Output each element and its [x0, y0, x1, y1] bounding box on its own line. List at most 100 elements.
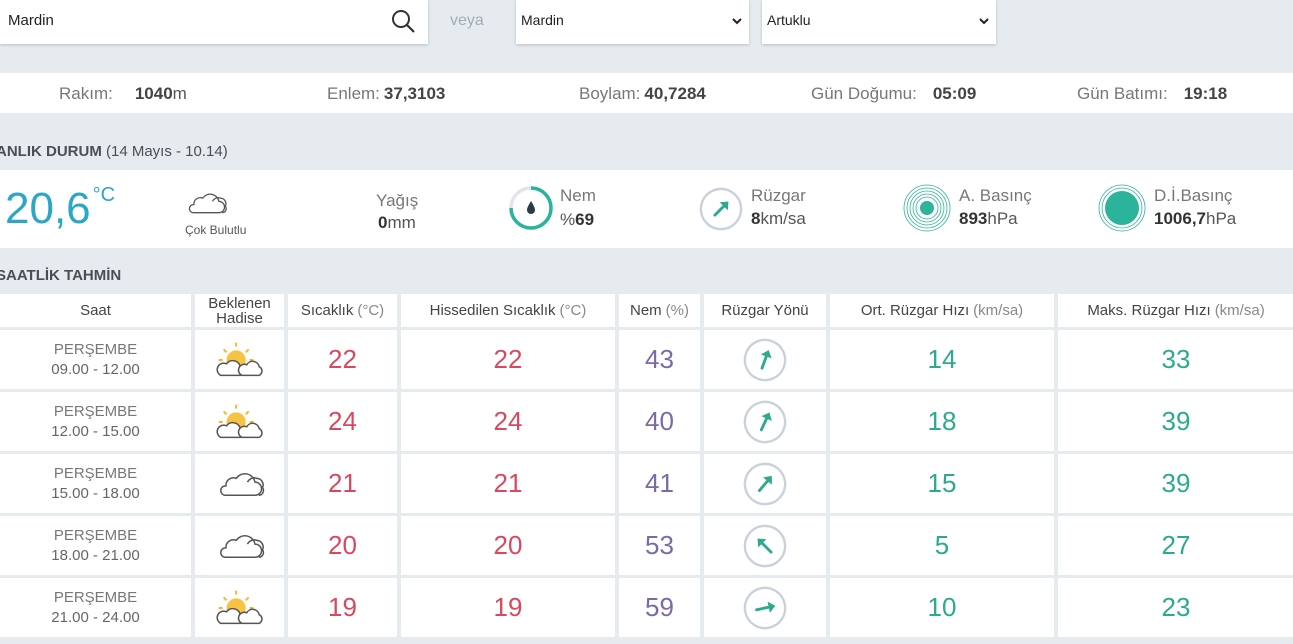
precip-unit: mm — [387, 213, 416, 232]
info-item: Gün Batımı: 19:18 — [1077, 84, 1227, 104]
precip-number: 0 — [378, 213, 388, 232]
sea-pressure-number: 1006,7 — [1154, 209, 1206, 228]
info-label: Gün Batımı: — [1077, 84, 1168, 103]
time-range: 15.00 - 18.00 — [51, 484, 140, 502]
header-cell: Beklenen Hadise — [195, 294, 284, 327]
wind-max-cell: 39 — [1058, 392, 1293, 451]
district-value: Artuklu — [767, 12, 811, 28]
info-value: 37,3103 — [383, 84, 446, 103]
weather-icon — [215, 531, 265, 561]
temp-cell: 20 — [288, 516, 397, 575]
search-icon[interactable] — [390, 8, 416, 34]
humidity-cell: 41 — [619, 454, 700, 513]
current-title: ANLIK DURUM — [0, 143, 102, 160]
info-label: Gün Doğumu: — [811, 84, 917, 103]
location-info: Rakım: 1040m Enlem: 37,3103 Boylam: 40,7284… — [0, 73, 1293, 113]
day: PERŞEMBE — [53, 526, 138, 544]
wind-max-cell: 33 — [1058, 330, 1293, 389]
feels-like-cell: 21 — [401, 454, 615, 513]
wind-icon — [698, 186, 744, 232]
day: PERŞEMBE — [53, 464, 138, 482]
event-cell — [195, 454, 284, 513]
humidity-cell: 53 — [619, 516, 700, 575]
feels-like-cell: 22 — [401, 330, 615, 389]
section-title: ANLIK DURUM (14 Mayıs - 10.14) — [0, 143, 228, 160]
wind-avg-cell: 14 — [830, 330, 1054, 389]
wind-dir-cell — [704, 330, 826, 389]
wind-direction-icon — [742, 522, 788, 569]
section-title: SAATLİK TAHMİN — [0, 267, 122, 284]
time-range: 12.00 - 15.00 — [51, 422, 140, 440]
header-label: Hissedilen Sıcaklık — [429, 302, 556, 319]
wind-max-cell: 39 — [1058, 454, 1293, 513]
info-value: 19:18 — [1183, 84, 1228, 103]
weather-icon — [215, 469, 265, 499]
wind-direction-icon — [742, 584, 788, 631]
temp-cell: 22 — [288, 330, 397, 389]
header-label: Beklenen Hadise — [208, 294, 271, 327]
info-value: 40,7284 — [644, 84, 706, 103]
pressure-value: 893hPa — [959, 209, 1018, 229]
dropdown-caret — [979, 18, 989, 25]
time-cell: PERŞEMBE 12.00 - 15.00 — [0, 392, 191, 451]
wind-avg-cell: 15 — [830, 454, 1054, 513]
header-cell: Saat — [0, 294, 191, 327]
header-label: Rüzgar Yönü — [721, 302, 809, 319]
humidity-value: %69 — [560, 210, 594, 230]
info-item: Boylam: 40,7284 — [579, 84, 706, 104]
info-item: Gün Doğumu: 05:09 — [811, 84, 976, 104]
precip-value: 0mm — [378, 213, 416, 233]
wind-direction-icon — [742, 460, 788, 507]
info-item: Rakım: 1040m — [59, 84, 187, 104]
district-select[interactable]: Artuklu — [762, 0, 996, 44]
weather-icon — [215, 340, 265, 380]
current-conditions: 20,6 °C Çok Bulutlu Yağış 0mm Nem %69 Rüz… — [0, 170, 1293, 248]
header-unit: (km/sa) — [973, 302, 1024, 319]
info-value: 05:09 — [932, 84, 977, 103]
wind-label: Rüzgar — [751, 186, 806, 205]
header-unit: (°C) — [357, 302, 385, 319]
info-label: Rakım: — [59, 84, 113, 103]
temp-cell: 19 — [288, 578, 397, 637]
pressure-unit: hPa — [987, 209, 1018, 228]
temp-cell: 21 — [288, 454, 397, 513]
wind-max-cell: 27 — [1058, 516, 1293, 575]
humidity-number: 69 — [575, 210, 595, 229]
sea-pressure-label: D.İ.Basınç — [1154, 186, 1233, 205]
province-select[interactable]: Mardin — [516, 0, 749, 44]
wind-dir-cell — [704, 578, 826, 637]
condition-text: Çok Bulutlu — [185, 223, 247, 237]
wind-direction-icon — [742, 398, 788, 445]
feels-like-cell: 20 — [401, 516, 615, 575]
precip-label: Yağış — [376, 191, 419, 210]
forecast-table: Saat Beklenen Hadise Sıcaklık (°C) Hissed… — [0, 294, 1293, 637]
humidity-unit: % — [560, 210, 576, 229]
header-cell: Ort. Rüzgar Hızı (km/sa) — [830, 294, 1054, 327]
search-box[interactable]: Mardin — [0, 0, 428, 44]
search-input[interactable]: Mardin — [8, 12, 54, 29]
humidity-label: Nem — [560, 186, 596, 205]
day: PERŞEMBE — [53, 340, 138, 358]
feels-like-cell: 24 — [401, 392, 615, 451]
current-temp: 20,6 °C — [5, 184, 115, 234]
wind-direction-icon — [742, 336, 788, 383]
header-label: Saat — [80, 302, 111, 319]
sea-pressure-value: 1006,7hPa — [1154, 209, 1236, 229]
pressure-icon — [903, 184, 951, 232]
header-cell: Hissedilen Sıcaklık (°C) — [401, 294, 615, 327]
weather-icon — [215, 402, 265, 442]
wind-avg-cell: 18 — [830, 392, 1054, 451]
temp-unit: °C — [92, 184, 116, 206]
event-cell — [195, 330, 284, 389]
info-item: Enlem: 37,3103 — [327, 84, 445, 104]
info-label: Boylam: — [579, 84, 641, 103]
dropdown-caret — [732, 18, 742, 25]
pressure-label: A. Basınç — [959, 186, 1032, 205]
condition-icon — [185, 190, 227, 216]
event-cell — [195, 392, 284, 451]
sea-pressure-unit: hPa — [1206, 209, 1237, 228]
humidity-cell: 43 — [619, 330, 700, 389]
header-cell: Sıcaklık (°C) — [288, 294, 397, 327]
humidity-icon — [509, 186, 553, 230]
